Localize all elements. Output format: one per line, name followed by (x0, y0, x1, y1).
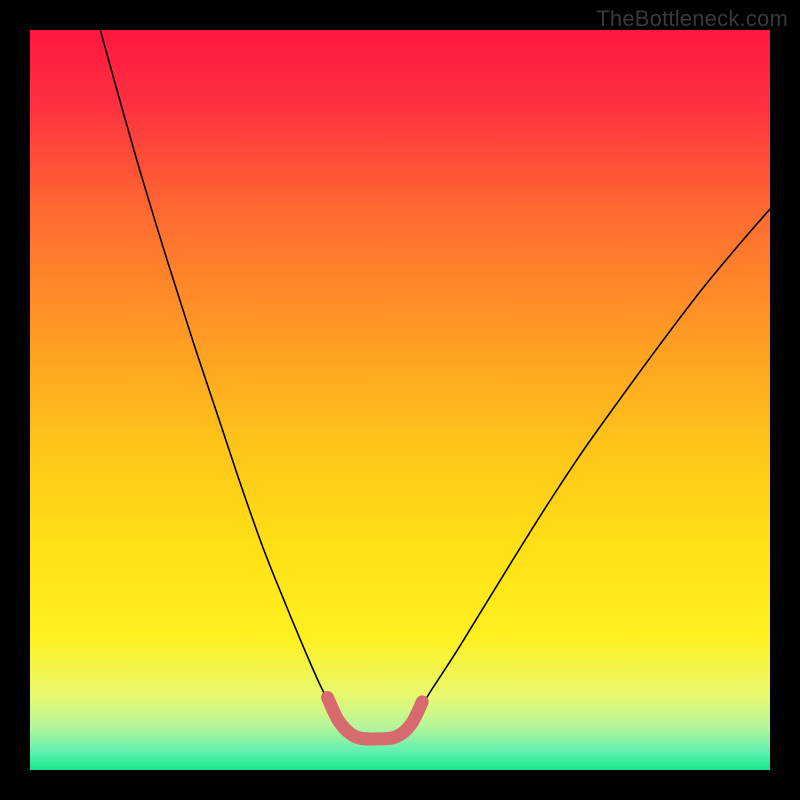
bottleneck-chart (30, 30, 770, 770)
watermark-text: TheBottleneck.com (596, 6, 788, 32)
chart-container: TheBottleneck.com (0, 0, 800, 800)
plot-background (30, 30, 770, 770)
